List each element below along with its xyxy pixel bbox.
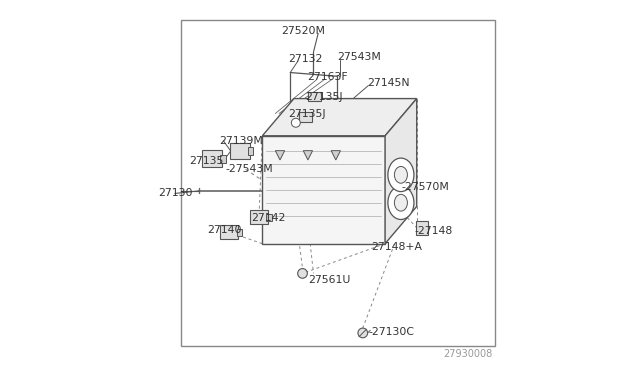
Text: 27130: 27130	[158, 189, 193, 198]
FancyBboxPatch shape	[266, 214, 271, 221]
Circle shape	[291, 118, 300, 127]
Text: 27140: 27140	[207, 225, 242, 235]
Text: -27130C: -27130C	[369, 327, 414, 337]
Polygon shape	[262, 136, 385, 244]
Text: 27145N: 27145N	[367, 78, 410, 87]
Circle shape	[358, 328, 367, 338]
FancyBboxPatch shape	[299, 112, 312, 122]
Polygon shape	[262, 99, 417, 136]
FancyBboxPatch shape	[237, 229, 242, 236]
Text: 27561U: 27561U	[308, 275, 351, 285]
Text: 27520M: 27520M	[281, 26, 325, 36]
Text: 27135: 27135	[189, 156, 223, 166]
Text: -27148: -27148	[415, 227, 453, 236]
Polygon shape	[303, 151, 312, 160]
Polygon shape	[331, 151, 340, 160]
FancyBboxPatch shape	[202, 150, 222, 167]
Ellipse shape	[388, 186, 414, 219]
Text: 27132: 27132	[289, 54, 323, 64]
Text: 27135J: 27135J	[305, 93, 343, 102]
Ellipse shape	[394, 194, 408, 211]
Text: 27135J: 27135J	[289, 109, 326, 119]
Text: 27543M: 27543M	[337, 52, 381, 61]
FancyBboxPatch shape	[308, 92, 321, 101]
Text: 27148+A: 27148+A	[371, 242, 422, 252]
Text: 27163F: 27163F	[307, 72, 348, 82]
FancyBboxPatch shape	[250, 210, 268, 224]
FancyBboxPatch shape	[220, 155, 225, 163]
Bar	[180, 20, 495, 346]
FancyBboxPatch shape	[416, 221, 428, 235]
Polygon shape	[275, 151, 285, 160]
Circle shape	[298, 269, 307, 278]
FancyBboxPatch shape	[230, 143, 250, 159]
Text: 27930008: 27930008	[444, 349, 493, 359]
FancyBboxPatch shape	[220, 225, 238, 239]
Text: 27139M: 27139M	[219, 136, 262, 145]
Ellipse shape	[388, 158, 414, 192]
Polygon shape	[385, 99, 417, 244]
FancyBboxPatch shape	[248, 147, 253, 155]
Text: -27570M: -27570M	[401, 183, 449, 192]
Text: -27543M: -27543M	[225, 164, 273, 173]
Text: 27142: 27142	[251, 214, 285, 223]
Ellipse shape	[394, 167, 408, 183]
